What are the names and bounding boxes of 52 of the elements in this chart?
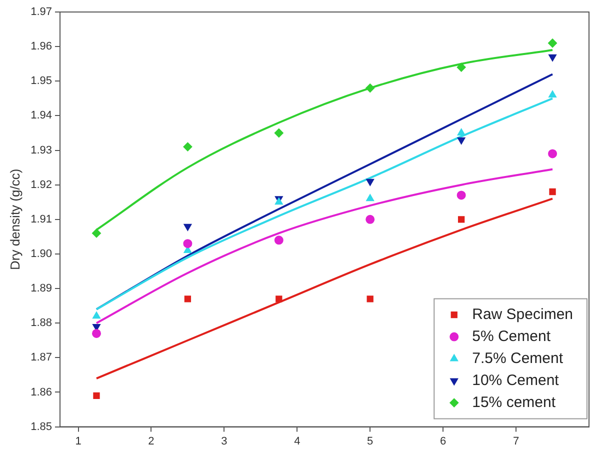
point xyxy=(183,239,192,248)
point xyxy=(548,38,558,48)
point xyxy=(274,128,284,138)
point xyxy=(92,328,101,338)
y-tick-label: 1.85 xyxy=(30,420,52,433)
point xyxy=(549,188,556,196)
y-tick-label: 1.89 xyxy=(30,282,52,295)
y-tick-label: 1.90 xyxy=(30,248,52,260)
point xyxy=(456,62,466,72)
x-tick-label: 6 xyxy=(440,435,446,448)
point xyxy=(548,90,556,98)
y-tick-label: 1.95 xyxy=(30,75,52,88)
x-tick-label: 5 xyxy=(367,435,374,448)
x-tick-label: 1 xyxy=(75,435,82,448)
point xyxy=(184,296,192,302)
point xyxy=(183,142,192,152)
point xyxy=(457,128,466,136)
point xyxy=(184,224,192,231)
legend-label: Raw Specimen xyxy=(472,306,574,323)
point xyxy=(366,178,374,186)
point xyxy=(457,137,466,144)
point xyxy=(366,296,374,302)
point xyxy=(276,296,282,302)
point xyxy=(548,54,556,62)
point xyxy=(92,228,101,238)
point xyxy=(456,190,466,200)
y-tick-label: 1.86 xyxy=(30,386,52,398)
y-tick-label: 1.97 xyxy=(30,6,52,18)
x-tick-label: 7 xyxy=(512,435,520,448)
legend-label: 7.5% Cement xyxy=(472,350,564,367)
y-tick-label: 1.88 xyxy=(30,317,52,330)
x-tick-label: 4 xyxy=(294,435,300,448)
x-tick-label: 2 xyxy=(148,435,154,448)
point xyxy=(93,392,100,400)
y-tick-label: 1.92 xyxy=(30,178,52,191)
legend-label: 10% Cement xyxy=(472,372,560,389)
point xyxy=(274,236,284,245)
point xyxy=(548,149,558,158)
point xyxy=(366,194,374,202)
y-tick-label: 1.93 xyxy=(30,144,52,156)
point xyxy=(92,312,100,319)
legend-label: 5% Cement xyxy=(472,328,552,345)
y-tick-label: 1.87 xyxy=(30,352,52,364)
point xyxy=(458,216,465,223)
y-tick-label: 1.94 xyxy=(30,110,52,122)
y-tick-label: 1.96 xyxy=(30,40,52,53)
point xyxy=(366,84,375,93)
point xyxy=(366,214,375,224)
y-tick-label: 1.91 xyxy=(30,213,52,226)
x-tick-label: 3 xyxy=(221,435,228,448)
y-axis-title: Dry density (g/cc) xyxy=(7,168,22,270)
legend-label: 15% cement xyxy=(472,394,556,411)
